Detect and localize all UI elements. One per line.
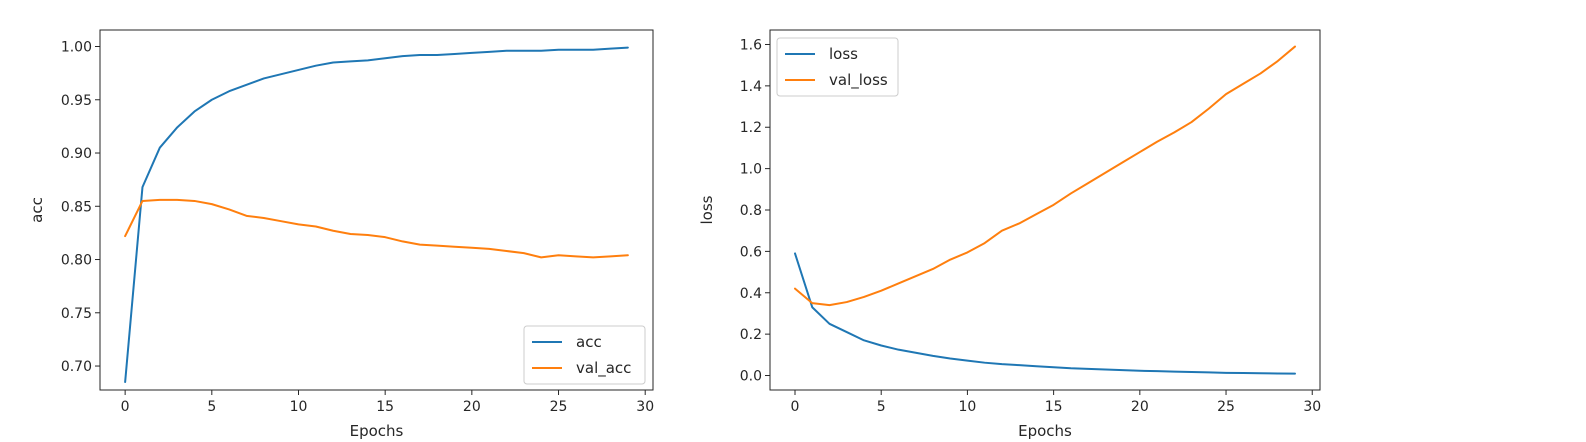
chart-1-ytick-label: 0.85 <box>61 199 92 215</box>
chart-2-legend-label-val-loss: val_loss <box>829 71 888 90</box>
chart-2-ytick-label: 0.6 <box>740 244 762 260</box>
chart-1-xtick-label: 15 <box>376 399 394 415</box>
chart-2-legend: loss val_loss <box>776 37 899 97</box>
chart-1-xtick-label: 10 <box>290 399 308 415</box>
chart-1-ytick-label: 0.80 <box>61 253 92 269</box>
chart-1-legend: acc val_acc <box>523 325 646 385</box>
chart-2-legend-label-loss: loss <box>829 45 858 63</box>
chart-2-xtick-label: 0 <box>791 399 800 415</box>
chart-1-ytick-label: 0.95 <box>61 93 92 109</box>
chart-2: 0 5 10 15 20 25 30 0.0 0.2 0.4 0.6 0.8 1.0 1.2 1.4 1.6 E… <box>698 29 1321 440</box>
chart-2-series-loss-line <box>794 252 1296 375</box>
chart-1-xlabel: Epochs <box>350 422 404 440</box>
chart-2-ytick-label: 0.4 <box>740 286 762 302</box>
chart-2-xtick-label: 20 <box>1131 399 1149 415</box>
chart-1-ytick-label: 1.00 <box>61 40 92 56</box>
chart-1-legend-label-val-acc: val_acc <box>576 359 631 378</box>
chart-1-series-val-acc-line <box>124 198 629 259</box>
chart-2-ytick-label: 1.6 <box>740 37 762 53</box>
chart-2-ytick-label: 1.0 <box>740 162 762 178</box>
chart-1-xtick-label: 25 <box>550 399 568 415</box>
chart-1: 0 5 10 15 20 25 30 0.70 0.75 0.80 0.85 0.90 0.95 1.00… <box>28 29 654 440</box>
chart-2-xtick-label: 25 <box>1217 399 1235 415</box>
chart-1-ytick-label: 0.75 <box>61 306 92 322</box>
chart-1-xtick-label: 20 <box>463 399 481 415</box>
chart-1-xtick-label: 5 <box>207 399 216 415</box>
chart-2-ytick-label: 0.2 <box>740 327 762 343</box>
chart-1-ytick-label: 0.70 <box>61 359 92 375</box>
chart-1-xtick-label: 30 <box>636 399 654 415</box>
chart-1-ytick-label: 0.90 <box>61 146 92 162</box>
chart-2-legend-frame <box>776 37 899 97</box>
chart-2-xlabel: Epochs <box>1018 422 1072 440</box>
chart-2-xtick-label: 30 <box>1303 399 1321 415</box>
chart-1-legend-label-acc: acc <box>576 333 602 351</box>
chart-2-ytick-label: 0.0 <box>740 369 762 385</box>
chart-2-xtick-label: 15 <box>1045 399 1063 415</box>
chart-1-xtick-label: 0 <box>121 399 130 415</box>
chart-2-series-val-loss-line <box>794 45 1296 307</box>
chart-1-series-acc-line <box>124 46 629 384</box>
chart-2-xtick-label: 10 <box>958 399 976 415</box>
chart-2-xtick-label: 5 <box>877 399 886 415</box>
chart-1-legend-frame <box>523 325 646 385</box>
chart-1-ylabel: acc <box>28 197 46 223</box>
chart-2-ytick-label: 0.8 <box>740 203 762 219</box>
chart-2-ylabel: loss <box>698 195 716 224</box>
chart-2-ytick-label: 1.4 <box>740 79 762 95</box>
chart-2-ytick-label: 1.2 <box>740 120 762 136</box>
